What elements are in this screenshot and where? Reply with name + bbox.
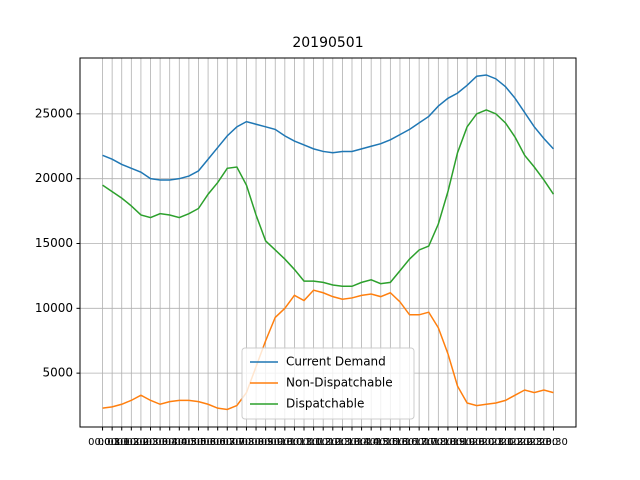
x-tick-label: 00:00 <box>88 437 117 448</box>
x-tick-label: 23:00 <box>529 437 558 448</box>
x-tick-label: 13:00 <box>338 437 367 448</box>
x-tick-label: 23:30 <box>539 437 568 448</box>
x-tick-label: 03:00 <box>146 437 175 448</box>
x-tick-label: 21:30 <box>501 437 530 448</box>
y-tick-label: 5000 <box>42 366 73 380</box>
x-tick-label: 18:30 <box>443 437 472 448</box>
x-tick-label: 02:00 <box>127 437 156 448</box>
ticks: 50001000015000200002500000:0000:3001:000… <box>35 106 568 448</box>
x-tick-label: 13:30 <box>347 437 376 448</box>
x-tick-label: 10:30 <box>290 437 319 448</box>
x-tick-label: 14:30 <box>366 437 395 448</box>
x-tick-label: 07:00 <box>222 437 251 448</box>
x-tick-label: 17:30 <box>424 437 453 448</box>
x-tick-label: 08:00 <box>242 437 271 448</box>
x-tick-label: 15:00 <box>376 437 405 448</box>
x-tick-label: 16:30 <box>405 437 434 448</box>
x-tick-label: 11:00 <box>299 437 328 448</box>
legend-label: Dispatchable <box>286 397 364 411</box>
x-tick-label: 18:00 <box>434 437 463 448</box>
lines <box>102 74 555 411</box>
x-tick-label: 14:00 <box>357 437 386 448</box>
x-tick-label: 10:00 <box>280 437 309 448</box>
series-line <box>102 289 554 411</box>
plot-frame <box>79 57 577 428</box>
x-tick-label: 06:00 <box>203 437 232 448</box>
x-tick-label: 09:00 <box>261 437 290 448</box>
x-tick-label: 06:30 <box>213 437 242 448</box>
chart-title: 20190501 <box>292 35 363 51</box>
y-tick-label: 15000 <box>35 236 73 250</box>
y-tick-label: 25000 <box>35 106 73 120</box>
x-tick-label: 17:00 <box>414 437 443 448</box>
legend: Current Demand Non-Dispatchable Dispatchab… <box>241 347 415 420</box>
y-tick-label: 10000 <box>35 301 73 315</box>
x-tick-label: 04:30 <box>174 437 203 448</box>
x-tick-label: 05:00 <box>184 437 213 448</box>
legend-box <box>241 347 415 420</box>
x-tick-label: 09:30 <box>270 437 299 448</box>
series-line <box>102 74 555 181</box>
x-tick-label: 03:30 <box>155 437 184 448</box>
x-tick-label: 08:30 <box>251 437 280 448</box>
x-tick-label: 22:30 <box>520 437 549 448</box>
x-tick-label: 01:30 <box>117 437 146 448</box>
x-tick-label: 12:30 <box>328 437 357 448</box>
x-tick-label: 20:00 <box>472 437 501 448</box>
x-tick-label: 12:00 <box>318 437 347 448</box>
y-tick-label: 20000 <box>35 171 73 185</box>
series-line <box>102 109 555 288</box>
legend-label: Current Demand <box>286 355 386 369</box>
x-tick-label: 02:30 <box>136 437 165 448</box>
x-tick-label: 11:30 <box>309 437 338 448</box>
x-tick-label: 05:30 <box>194 437 223 448</box>
legend-label: Non-Dispatchable <box>286 376 393 390</box>
x-tick-label: 20:30 <box>481 437 510 448</box>
x-tick-label: 00:30 <box>98 437 127 448</box>
x-tick-label: 21:00 <box>491 437 520 448</box>
x-tick-label: 19:00 <box>453 437 482 448</box>
x-tick-label: 01:00 <box>107 437 136 448</box>
x-tick-label: 16:00 <box>395 437 424 448</box>
x-tick-label: 07:30 <box>232 437 261 448</box>
x-tick-label: 19:30 <box>462 437 491 448</box>
x-tick-label: 22:00 <box>510 437 539 448</box>
x-tick-label: 04:00 <box>165 437 194 448</box>
x-tick-label: 15:30 <box>386 437 415 448</box>
